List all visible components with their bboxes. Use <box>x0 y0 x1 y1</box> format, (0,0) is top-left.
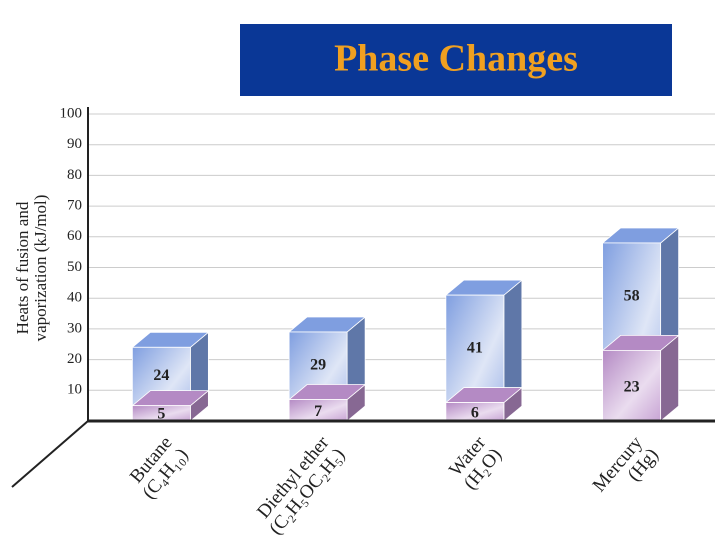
data-label: 5 <box>157 406 165 423</box>
y-axis-label: Heats of fusion and <box>13 201 32 334</box>
title-box <box>240 24 672 96</box>
y-tick-label: 90 <box>67 136 82 152</box>
data-label: 29 <box>310 356 326 373</box>
data-label: 58 <box>624 287 640 304</box>
bar <box>444 386 523 422</box>
y-tick-label: 20 <box>67 351 82 367</box>
y-tick-label: 60 <box>67 228 82 244</box>
y-tick-label: 30 <box>67 320 82 336</box>
bar <box>601 334 680 422</box>
data-label: 7 <box>314 403 322 420</box>
data-label: 24 <box>153 367 169 384</box>
y-tick-label: 100 <box>60 105 83 121</box>
data-label: 41 <box>467 340 483 357</box>
data-label: 6 <box>471 404 479 421</box>
bar <box>131 389 210 422</box>
y-tick-label: 80 <box>67 167 82 183</box>
y-tick-label: 70 <box>67 198 82 214</box>
data-label: 23 <box>624 378 640 395</box>
bar <box>288 383 367 422</box>
floor-edge <box>11 420 89 488</box>
y-tick-label: 40 <box>67 290 82 306</box>
chart-title: Phase Changes <box>334 38 578 80</box>
bar-front <box>602 349 662 422</box>
y-axis-label: vaporization (kJ/mol) <box>31 195 50 342</box>
grid <box>88 113 715 391</box>
y-tick-label: 10 <box>67 382 82 398</box>
y-tick-label: 50 <box>67 259 82 275</box>
bars: 24 5 29 7 41 6 58 23 <box>131 227 680 423</box>
